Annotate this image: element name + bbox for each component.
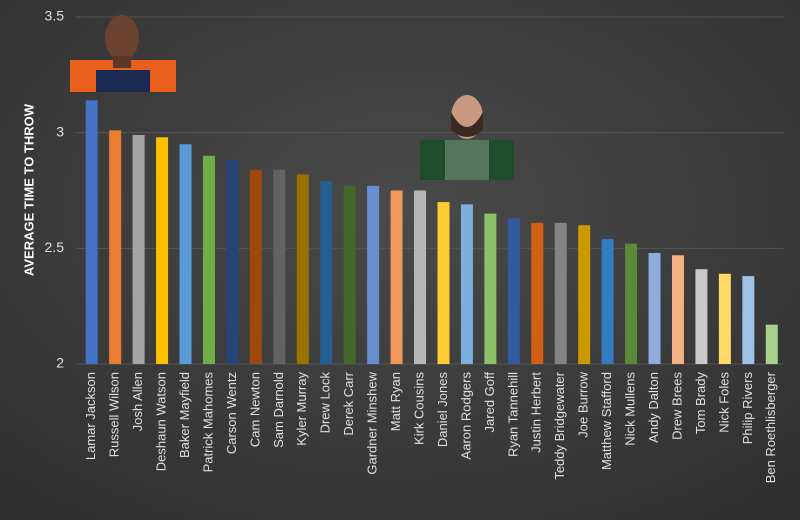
x-tick-label: Gardner Minshew: [365, 371, 380, 474]
x-tick-label: Justin Herbert: [529, 372, 544, 453]
x-tick-label: Kyler Murray: [294, 372, 309, 446]
bar: [648, 252, 661, 364]
bar: [601, 239, 614, 364]
bar: [343, 185, 356, 364]
bar: [320, 181, 333, 364]
x-tick-label: Kirk Cousins: [411, 372, 426, 445]
bar: [202, 155, 215, 364]
x-tick-label: Daniel Jones: [435, 371, 450, 447]
bar: [554, 222, 567, 364]
x-tick-label: Tom Brady: [693, 372, 708, 435]
y-tick-label: 2.5: [45, 239, 65, 255]
bar: [507, 218, 520, 364]
bar: [531, 222, 544, 364]
bar: [179, 144, 192, 364]
bar: [85, 100, 98, 364]
x-tick-label: Jared Goff: [482, 372, 497, 433]
x-tick-label: Carson Wentz: [224, 372, 239, 454]
bar: [695, 269, 708, 364]
x-tick-label: Patrick Mahomes: [200, 372, 215, 473]
player-photo: [420, 95, 514, 180]
x-tick-label: Drew Brees: [669, 372, 684, 440]
plot: 2 2.5 3 3.5 Lamar Jackson Russell Wilson Josh …: [45, 8, 784, 483]
x-tick-label: Drew Lock: [318, 372, 333, 434]
bar: [156, 137, 169, 364]
y-tick-label: 3.5: [45, 8, 65, 24]
x-tick-label: Cam Newton: [247, 372, 262, 447]
bar: [367, 185, 380, 364]
bar: [296, 174, 309, 364]
bar: [484, 213, 497, 364]
bar: [249, 169, 262, 364]
x-tick-label: Ben Roethlisberger: [763, 371, 778, 483]
x-tick-label: Derek Carr: [341, 371, 356, 435]
player-photo: [70, 15, 176, 92]
x-tick-label: Joe Burrow: [576, 371, 591, 437]
bar: [765, 324, 778, 364]
x-tick-label: Russell Wilson: [107, 372, 122, 457]
bar: [718, 273, 731, 364]
y-tick-label: 2: [56, 355, 64, 371]
x-tick-label: Matthew Stafford: [599, 372, 614, 470]
x-tick-label: Ryan Tannehill: [505, 372, 520, 457]
x-tick-label: Deshaun Watson: [154, 372, 169, 471]
bar: [671, 255, 684, 364]
y-tick-label: 3: [56, 123, 64, 139]
x-tick-label: Andy Dalton: [646, 372, 661, 443]
bar: [226, 160, 239, 364]
y-axis-label: AVERAGE TIME TO THROW: [21, 103, 36, 276]
x-tick-label: Nick Mullens: [623, 372, 638, 446]
bar: [390, 190, 403, 364]
x-tick-label: Sam Darnold: [271, 372, 286, 448]
x-tick-label: Aaron Rodgers: [458, 372, 473, 460]
bar: [109, 130, 122, 364]
x-tick-label: Nick Foles: [716, 372, 731, 433]
bar: [742, 276, 755, 364]
bar: [578, 225, 591, 364]
x-tick-label: Matt Ryan: [388, 372, 403, 431]
x-tick-label: Philip Rivers: [740, 372, 755, 445]
bar: [460, 204, 473, 364]
bar: [273, 169, 286, 364]
x-tick-label: Teddy Bridgewater: [552, 371, 567, 479]
bar: [625, 243, 638, 364]
bar: [414, 190, 427, 364]
x-tick-label: Baker Mayfield: [177, 372, 192, 458]
bar: [132, 134, 145, 364]
x-tick-label: Josh Allen: [130, 372, 145, 431]
bar: [437, 202, 450, 364]
x-tick-label: Lamar Jackson: [83, 372, 98, 460]
